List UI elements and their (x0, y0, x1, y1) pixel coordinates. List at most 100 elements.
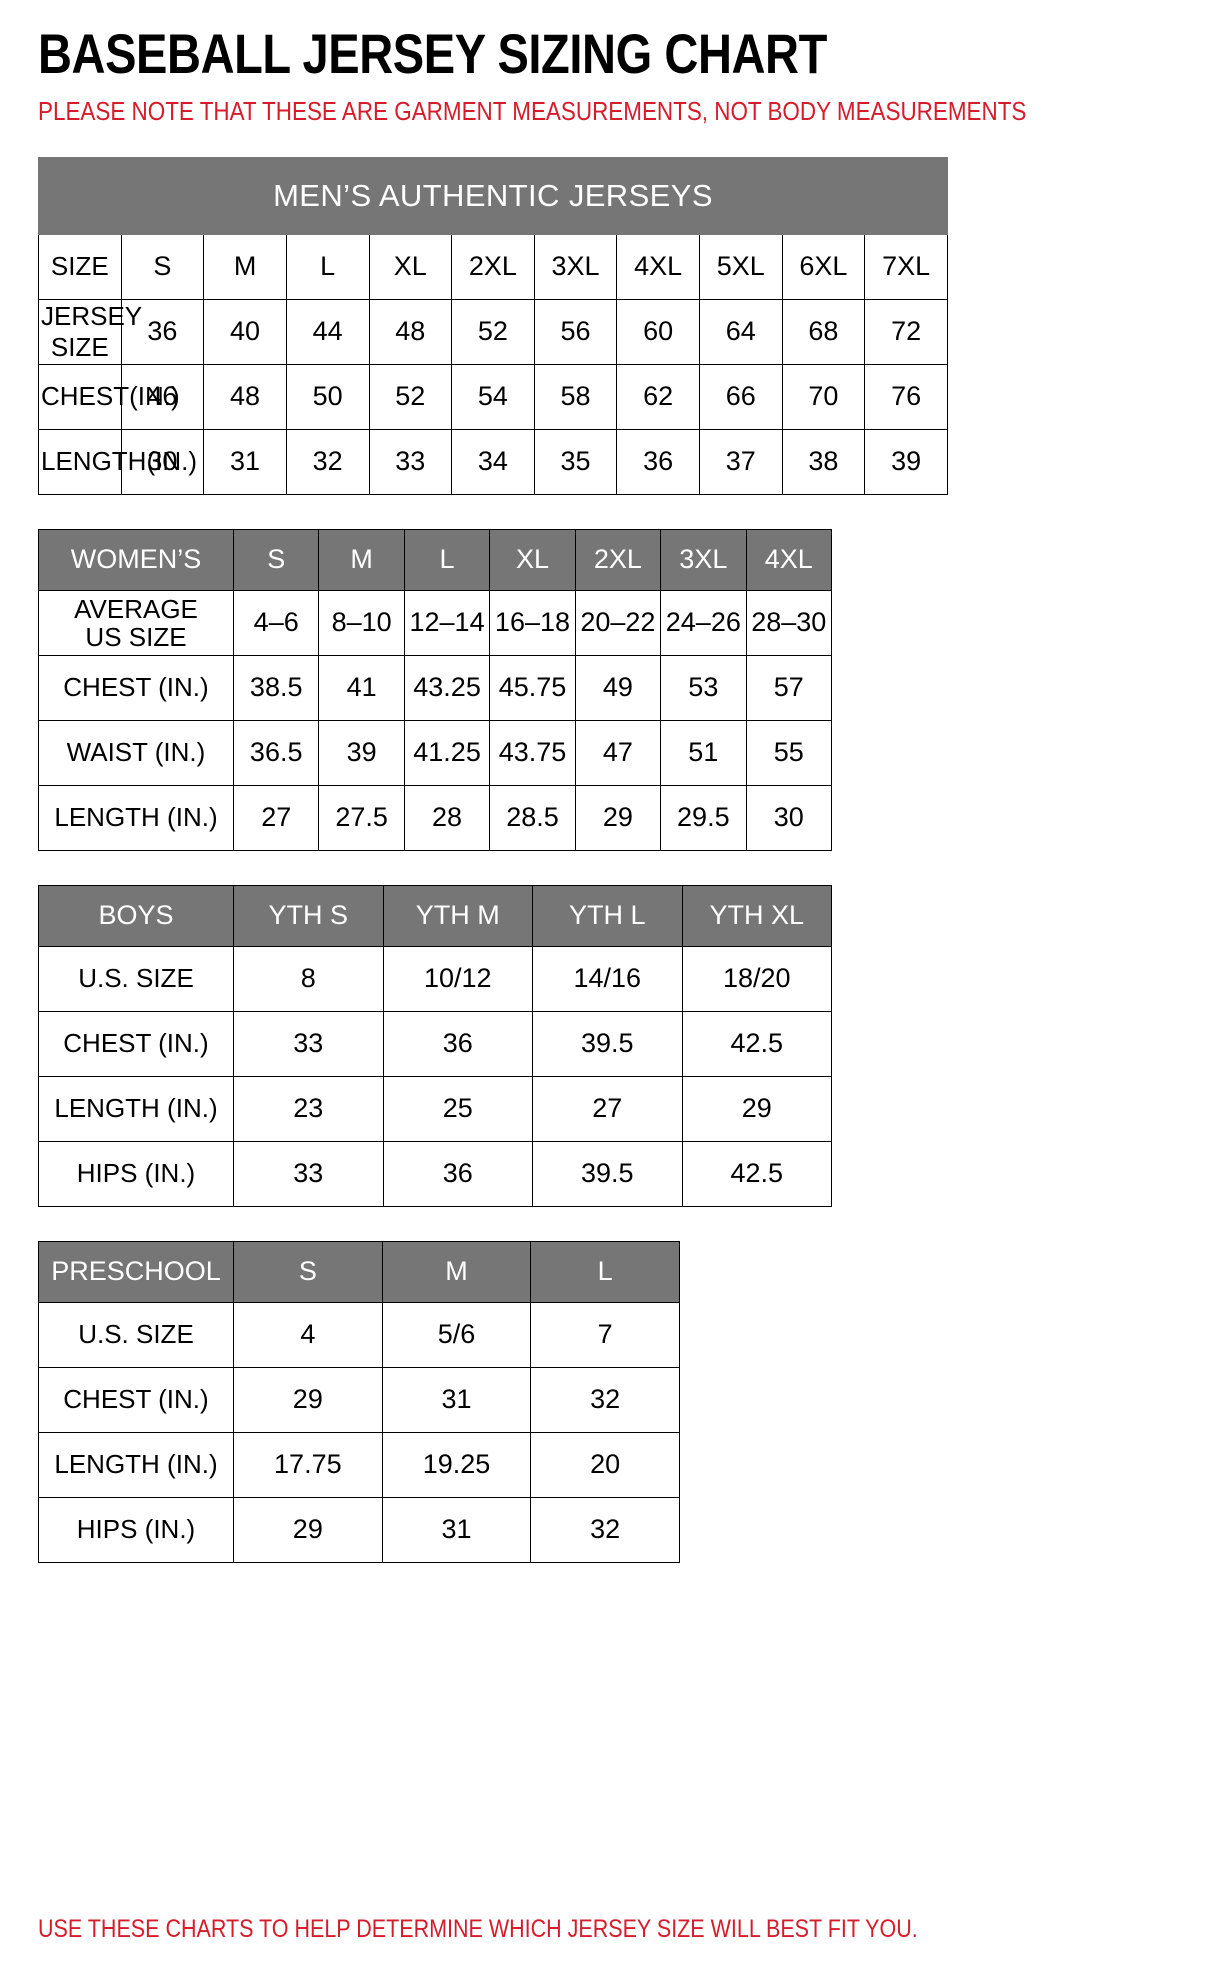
table-cell: 62 (616, 363, 700, 430)
womens-header-row: WOMEN’S S M L XL 2XL 3XL 4XL (38, 528, 833, 591)
womens-row-label-waist: WAIST (IN.) (38, 719, 234, 786)
table-cell: 38 (781, 428, 866, 495)
table-cell: 29 (233, 1366, 383, 1433)
table-cell: 31 (203, 428, 287, 495)
table-cell: 36 (120, 298, 205, 365)
table-row: LENGTH (IN.) 23 25 27 29 (38, 1075, 832, 1142)
table-cell: 49 (574, 654, 662, 721)
table-cell: 8 (233, 945, 384, 1012)
mens-col-7xl: 7XL (864, 233, 948, 300)
footer-help-note: USE THESE CHARTS TO HELP DETERMINE WHICH… (38, 1915, 918, 1943)
table-cell: 41 (318, 654, 405, 721)
table-cell: 60 (616, 298, 700, 365)
table-cell: 19.25 (381, 1431, 532, 1498)
mens-header-row: SIZE S M L XL 2XL 3XL 4XL 5XL 6XL 7XL (38, 233, 948, 300)
table-cell: 39.5 (532, 1140, 683, 1207)
table-row: U.S. SIZE 4 5/6 7 (38, 1301, 680, 1368)
table-cell: 30 (120, 428, 205, 495)
table-cell: 36 (382, 1140, 533, 1207)
boys-col-yth-s: YTH S (233, 884, 384, 947)
table-cell: 28.5 (489, 784, 576, 851)
table-cell: 76 (864, 363, 948, 430)
table-cell: 29 (681, 1075, 832, 1142)
table-cell: 39 (318, 719, 405, 786)
table-cell: 27 (532, 1075, 683, 1142)
table-cell: 39 (864, 428, 948, 495)
preschool-col-l: L (530, 1240, 680, 1303)
table-cell: 18/20 (681, 945, 832, 1012)
table-row: CHEST (IN.) 38.5 41 43.25 45.75 49 53 57 (38, 654, 833, 721)
womens-row-label-average-us-size: AVERAGE US SIZE (38, 589, 234, 656)
womens-col-4xl: 4XL (745, 528, 833, 591)
mens-banner-label: MEN’S AUTHENTIC JERSEYS (38, 156, 948, 235)
table-cell: 12–14 (403, 589, 491, 656)
boys-row-label-chest: CHEST (IN.) (38, 1010, 234, 1077)
table-cell: 38.5 (232, 654, 320, 721)
mens-col-xl: XL (368, 233, 453, 300)
table-row: LENGTH(IN.) 30 31 32 33 34 35 36 37 38 3… (38, 428, 948, 495)
womens-col-m: M (318, 528, 405, 591)
table-cell: 14/16 (532, 945, 683, 1012)
table-cell: 58 (533, 363, 618, 430)
table-cell: 42.5 (681, 1140, 832, 1207)
table-cell: 54 (451, 363, 535, 430)
table-cell: 7 (530, 1301, 680, 1368)
table-row: U.S. SIZE 8 10/12 14/16 18/20 (38, 945, 832, 1012)
table-cell: 28 (403, 784, 491, 851)
table-row: CHEST(IN.) 46 48 50 52 54 58 62 66 70 76 (38, 363, 948, 430)
table-cell: 51 (660, 719, 747, 786)
table-cell: 25 (382, 1075, 533, 1142)
table-cell: 42.5 (681, 1010, 832, 1077)
womens-col-3xl: 3XL (660, 528, 747, 591)
garment-measurement-note: PLEASE NOTE THAT THESE ARE GARMENT MEASU… (38, 98, 1027, 126)
table-cell: 33 (233, 1010, 384, 1077)
mens-col-s: S (120, 233, 205, 300)
boys-col-yth-m: YTH M (382, 884, 533, 947)
table-cell: 46 (120, 363, 205, 430)
boys-header-row: BOYS YTH S YTH M YTH L YTH XL (38, 884, 832, 947)
preschool-row-label-hips: HIPS (IN.) (38, 1496, 234, 1563)
table-cell: 55 (745, 719, 833, 786)
table-cell: 52 (368, 363, 453, 430)
table-cell: 32 (530, 1366, 680, 1433)
mens-col-3xl: 3XL (533, 233, 618, 300)
table-cell: 32 (285, 428, 370, 495)
table-cell: 57 (745, 654, 833, 721)
womens-col-s: S (232, 528, 320, 591)
table-row: HIPS (IN.) 33 36 39.5 42.5 (38, 1140, 832, 1207)
mens-corner-label: SIZE (38, 233, 122, 300)
table-cell: 31 (381, 1366, 532, 1433)
table-row: CHEST (IN.) 33 36 39.5 42.5 (38, 1010, 832, 1077)
table-row: AVERAGE US SIZE 4–6 8–10 12–14 16–18 20–2… (38, 589, 833, 656)
table-cell: 39.5 (532, 1010, 683, 1077)
table-cell: 32 (530, 1496, 680, 1563)
table-cell: 10/12 (382, 945, 533, 1012)
boys-table-body: BOYS YTH S YTH M YTH L YTH XL U.S. SIZE … (38, 884, 832, 1207)
preschool-row-label-chest: CHEST (IN.) (38, 1366, 234, 1433)
table-cell: 24–26 (660, 589, 747, 656)
womens-sizing-table: WOMEN’S S M L XL 2XL 3XL 4XL AVERAGE US S… (38, 528, 833, 851)
table-cell: 27 (232, 784, 320, 851)
table-cell: 47 (574, 719, 662, 786)
table-cell: 17.75 (233, 1431, 383, 1498)
boys-row-label-hips: HIPS (IN.) (38, 1140, 234, 1207)
mens-row-label-chest: CHEST(IN.) (38, 363, 180, 430)
table-cell: 31 (381, 1496, 532, 1563)
preschool-row-label-us-size: U.S. SIZE (38, 1301, 234, 1368)
womens-col-xl: XL (489, 528, 576, 591)
mens-table-body: MEN’S AUTHENTIC JERSEYS SIZE S M L XL 2X… (38, 156, 948, 495)
mens-col-6xl: 6XL (781, 233, 866, 300)
table-cell: 56 (533, 298, 618, 365)
table-cell: 40 (203, 298, 287, 365)
table-cell: 34 (451, 428, 535, 495)
table-cell: 8–10 (318, 589, 405, 656)
table-cell: 20–22 (574, 589, 662, 656)
table-cell: 33 (233, 1140, 384, 1207)
preschool-col-m: M (381, 1240, 532, 1303)
womens-row-label-chest: CHEST (IN.) (38, 654, 234, 721)
page-title: BASEBALL JERSEY SIZING CHART (38, 22, 827, 85)
table-cell: 52 (451, 298, 535, 365)
mens-sizing-table: MEN’S AUTHENTIC JERSEYS SIZE S M L XL 2X… (38, 156, 948, 495)
table-cell: 23 (233, 1075, 384, 1142)
